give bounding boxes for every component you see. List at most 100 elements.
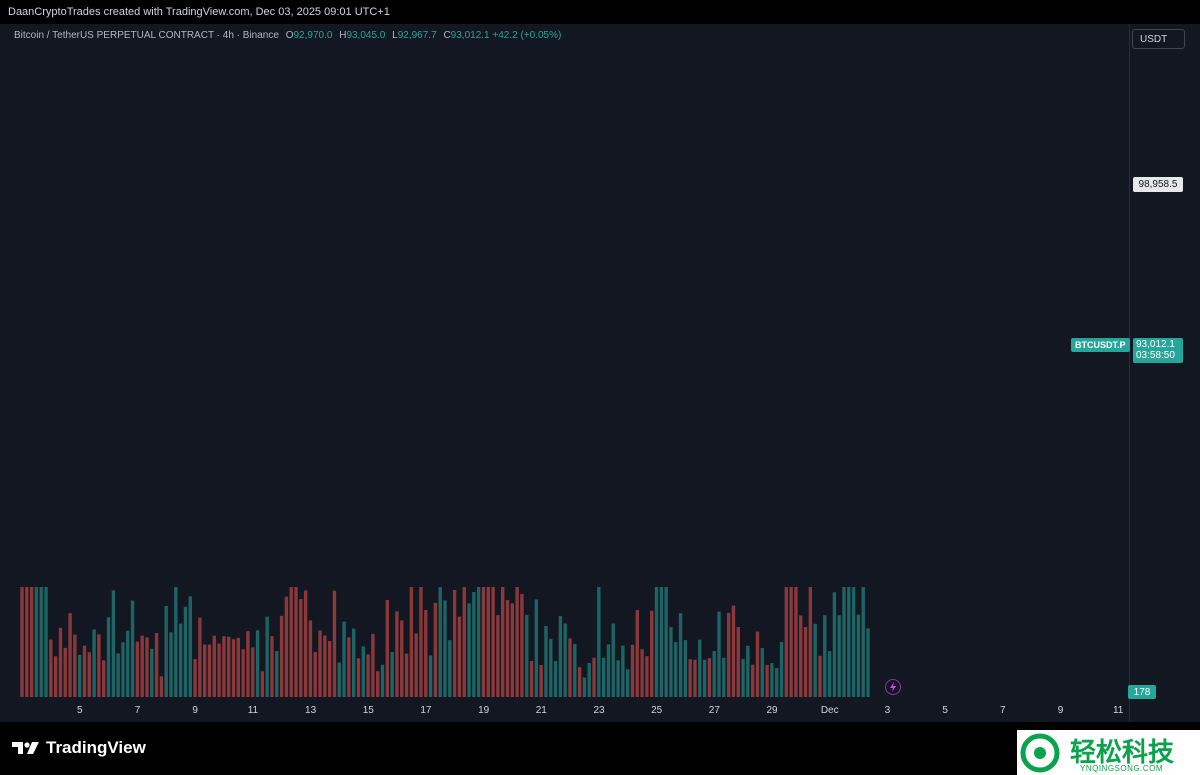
volume-bar <box>327 641 332 697</box>
volume-bar <box>693 659 697 697</box>
volume-bar <box>626 669 630 697</box>
volume-bar <box>779 641 784 697</box>
volume-bar <box>217 643 221 697</box>
volume-bar <box>674 642 678 697</box>
volume-bar <box>395 611 399 697</box>
volume-bar <box>424 610 428 697</box>
volume-bar <box>347 637 351 697</box>
tradingview-logo[interactable]: TradingView <box>12 738 146 758</box>
volume-bar <box>39 587 43 697</box>
volume-bar <box>102 660 106 697</box>
watermark-subtext: YNQINGSONG.COM <box>1080 764 1164 773</box>
volume-bar <box>188 596 192 697</box>
volume-bar <box>582 677 587 697</box>
volume-bar <box>635 610 639 697</box>
volume-bar <box>63 647 67 697</box>
volume-bar <box>227 636 231 697</box>
site-watermark: 轻松科技 YNQINGSONG.COM <box>1017 730 1200 775</box>
volume-bar <box>683 640 688 697</box>
volume-bar <box>505 600 510 697</box>
volume-bar <box>49 639 53 697</box>
volume-bar <box>414 633 418 697</box>
volume-bar <box>750 664 755 697</box>
volume-bar <box>145 637 149 697</box>
lightning-icon[interactable] <box>885 679 901 695</box>
volume-bar <box>577 667 582 697</box>
volume-bar <box>755 631 760 697</box>
x-tick-label: 23 <box>593 705 605 716</box>
chart-panel[interactable] <box>9 24 1130 721</box>
volume-bar <box>472 592 476 697</box>
volume-bar <box>645 656 649 697</box>
volume-bar <box>361 646 365 697</box>
volume-bar <box>385 599 390 697</box>
volume-bar <box>275 651 279 697</box>
volume-bar <box>303 590 308 697</box>
legend-close-value: 93,012.1 <box>450 30 490 41</box>
volume-bar <box>246 631 250 697</box>
volume-bar <box>765 665 769 697</box>
watermark-emblem-icon <box>1020 733 1060 772</box>
volume-bar <box>486 587 490 697</box>
volume-bar <box>270 636 274 697</box>
volume-bar <box>116 653 120 697</box>
volume-bar <box>380 664 385 697</box>
legend-high-label: H <box>339 30 347 41</box>
volume-bar <box>698 639 702 697</box>
legend-change: +42.2 (+0.05%) <box>492 30 562 41</box>
volume-bar <box>29 587 34 697</box>
volume-bar <box>784 587 788 697</box>
x-tick-label: 13 <box>305 705 317 716</box>
volume-bar <box>419 587 423 697</box>
price-chart[interactable] <box>0 0 1200 722</box>
volume-bar <box>376 671 380 697</box>
volume-bar <box>813 623 817 697</box>
volume-bar <box>823 615 827 697</box>
volume-bar <box>842 587 846 697</box>
x-tick-label: 9 <box>1057 705 1064 716</box>
currency-button[interactable]: USDT <box>1132 29 1185 49</box>
x-tick-label: 29 <box>766 705 778 716</box>
volume-bar <box>279 615 284 697</box>
legend-high-value: 93,045.0 <box>346 30 386 41</box>
volume-bar <box>255 630 260 697</box>
volume-bar <box>539 665 543 697</box>
volume-bar <box>231 639 236 697</box>
last-price-tag: 93,012.1 03:58:50 <box>1133 338 1183 363</box>
volume-bar <box>236 637 240 697</box>
volume-bar <box>73 634 77 697</box>
x-tick-label: 25 <box>651 705 663 716</box>
volume-bar <box>592 657 596 697</box>
volume-bar <box>260 671 265 697</box>
volume-bar <box>169 632 173 697</box>
volume-bar <box>174 587 178 697</box>
volume-bar <box>106 617 111 697</box>
volume-bar <box>140 635 144 697</box>
volume-bar <box>597 587 601 697</box>
volume-bar <box>640 649 644 697</box>
volume-bar <box>433 602 438 697</box>
volume-bar <box>366 654 370 697</box>
volume-bar <box>741 658 745 697</box>
volume-bar <box>515 587 519 697</box>
volume-bar <box>827 651 832 697</box>
volume-bar <box>448 640 452 697</box>
volume-bar <box>356 658 361 697</box>
volume-bar <box>568 638 572 697</box>
x-tick-label: 5 <box>77 705 83 716</box>
bar-countdown: 03:58:50 <box>1136 350 1175 361</box>
last-price-value: 93,012.1 <box>1136 339 1175 350</box>
volume-bar <box>308 620 313 697</box>
legend-open-value: 92,970.0 <box>293 30 333 41</box>
volume-bar <box>746 645 750 697</box>
volume-bar <box>58 627 63 697</box>
volume-bar <box>707 658 712 697</box>
volume-bar <box>491 587 495 697</box>
tradingview-logo-text: TradingView <box>46 738 146 757</box>
volume-bar <box>669 627 673 697</box>
volume-bar <box>529 660 534 697</box>
volume-bar <box>183 606 188 697</box>
volume-bar <box>712 651 716 697</box>
volume-bar <box>847 587 851 697</box>
level-price-tag: 98,958.5 <box>1133 177 1183 192</box>
